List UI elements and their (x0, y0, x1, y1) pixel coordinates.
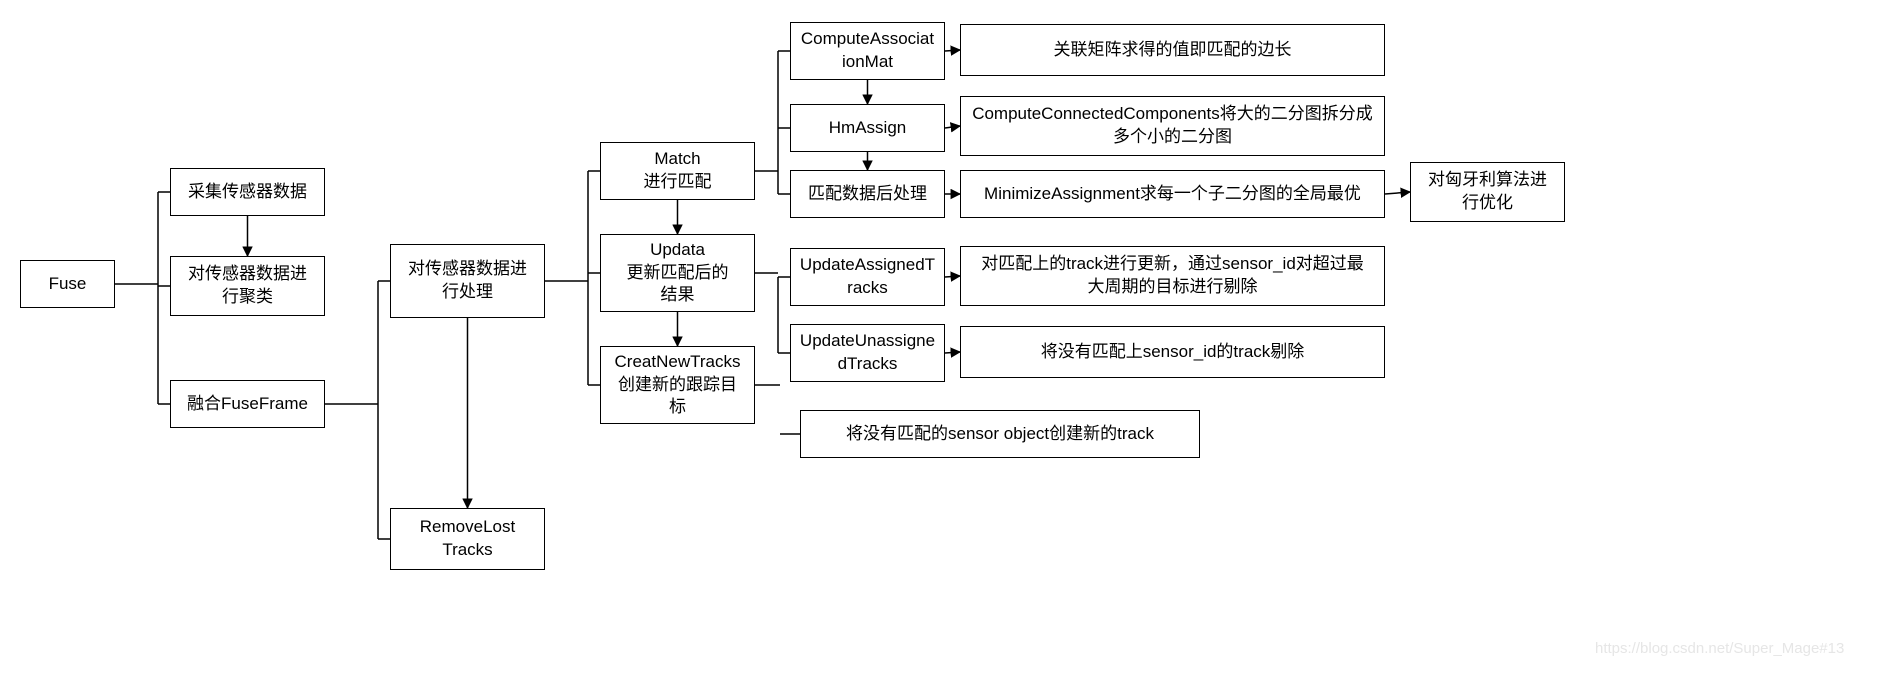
node-desc_create: 将没有匹配的sensor object创建新的track (800, 410, 1200, 458)
node-label: 将没有匹配上sensor_id的track剔除 (1041, 341, 1305, 364)
node-collect: 采集传感器数据 (170, 168, 325, 216)
node-label: 融合FuseFrame (187, 393, 308, 416)
node-label: ComputeAssociat ionMat (801, 28, 934, 74)
node-fuseframe: 融合FuseFrame (170, 380, 325, 428)
node-desc_hungarian: 对匈牙利算法进 行优化 (1410, 162, 1565, 222)
node-updassigned: UpdateAssignedT racks (790, 248, 945, 306)
node-label: ComputeConnectedComponents将大的二分图拆分成 多个小的… (972, 103, 1373, 149)
node-desc_updunassigned: 将没有匹配上sensor_id的track剔除 (960, 326, 1385, 378)
node-postproc: 匹配数据后处理 (790, 170, 945, 218)
node-label: 对传感器数据进 行聚类 (188, 263, 307, 309)
edges-layer (0, 0, 1891, 677)
node-compassoc: ComputeAssociat ionMat (790, 22, 945, 80)
node-label: HmAssign (829, 117, 906, 140)
node-cluster: 对传感器数据进 行聚类 (170, 256, 325, 316)
node-label: 关联矩阵求得的值即匹配的边长 (1054, 39, 1292, 62)
node-process: 对传感器数据进 行处理 (390, 244, 545, 318)
node-label: UpdateUnassigne dTracks (800, 330, 935, 376)
node-desc_min: MinimizeAssignment求每一个子二分图的全局最优 (960, 170, 1385, 218)
node-removelost: RemoveLost Tracks (390, 508, 545, 570)
node-label: 对传感器数据进 行处理 (408, 258, 527, 304)
node-label: CreatNewTracks 创建新的跟踪目 标 (615, 351, 741, 420)
node-label: 对匹配上的track进行更新，通过sensor_id对超过最 大周期的目标进行剔… (981, 253, 1364, 299)
node-label: 匹配数据后处理 (808, 183, 927, 206)
node-label: RemoveLost Tracks (420, 516, 515, 562)
node-label: 将没有匹配的sensor object创建新的track (846, 423, 1154, 446)
node-label: Fuse (49, 273, 87, 296)
node-hmassign: HmAssign (790, 104, 945, 152)
node-createnew: CreatNewTracks 创建新的跟踪目 标 (600, 346, 755, 424)
node-fuse: Fuse (20, 260, 115, 308)
node-label: 采集传感器数据 (188, 181, 307, 204)
watermark: https://blog.csdn.net/Super_Mage#13 (1595, 640, 1844, 657)
node-desc_assoc: 关联矩阵求得的值即匹配的边长 (960, 24, 1385, 76)
node-label: UpdateAssignedT racks (800, 254, 935, 300)
node-match: Match 进行匹配 (600, 142, 755, 200)
node-desc_updassigned: 对匹配上的track进行更新，通过sensor_id对超过最 大周期的目标进行剔… (960, 246, 1385, 306)
node-updunassigned: UpdateUnassigne dTracks (790, 324, 945, 382)
node-updata: Updata 更新匹配后的 结果 (600, 234, 755, 312)
node-label: MinimizeAssignment求每一个子二分图的全局最优 (984, 183, 1361, 206)
node-desc_ccc: ComputeConnectedComponents将大的二分图拆分成 多个小的… (960, 96, 1385, 156)
node-label: 对匈牙利算法进 行优化 (1428, 169, 1547, 215)
node-label: Match 进行匹配 (644, 148, 712, 194)
node-label: Updata 更新匹配后的 结果 (627, 239, 729, 308)
